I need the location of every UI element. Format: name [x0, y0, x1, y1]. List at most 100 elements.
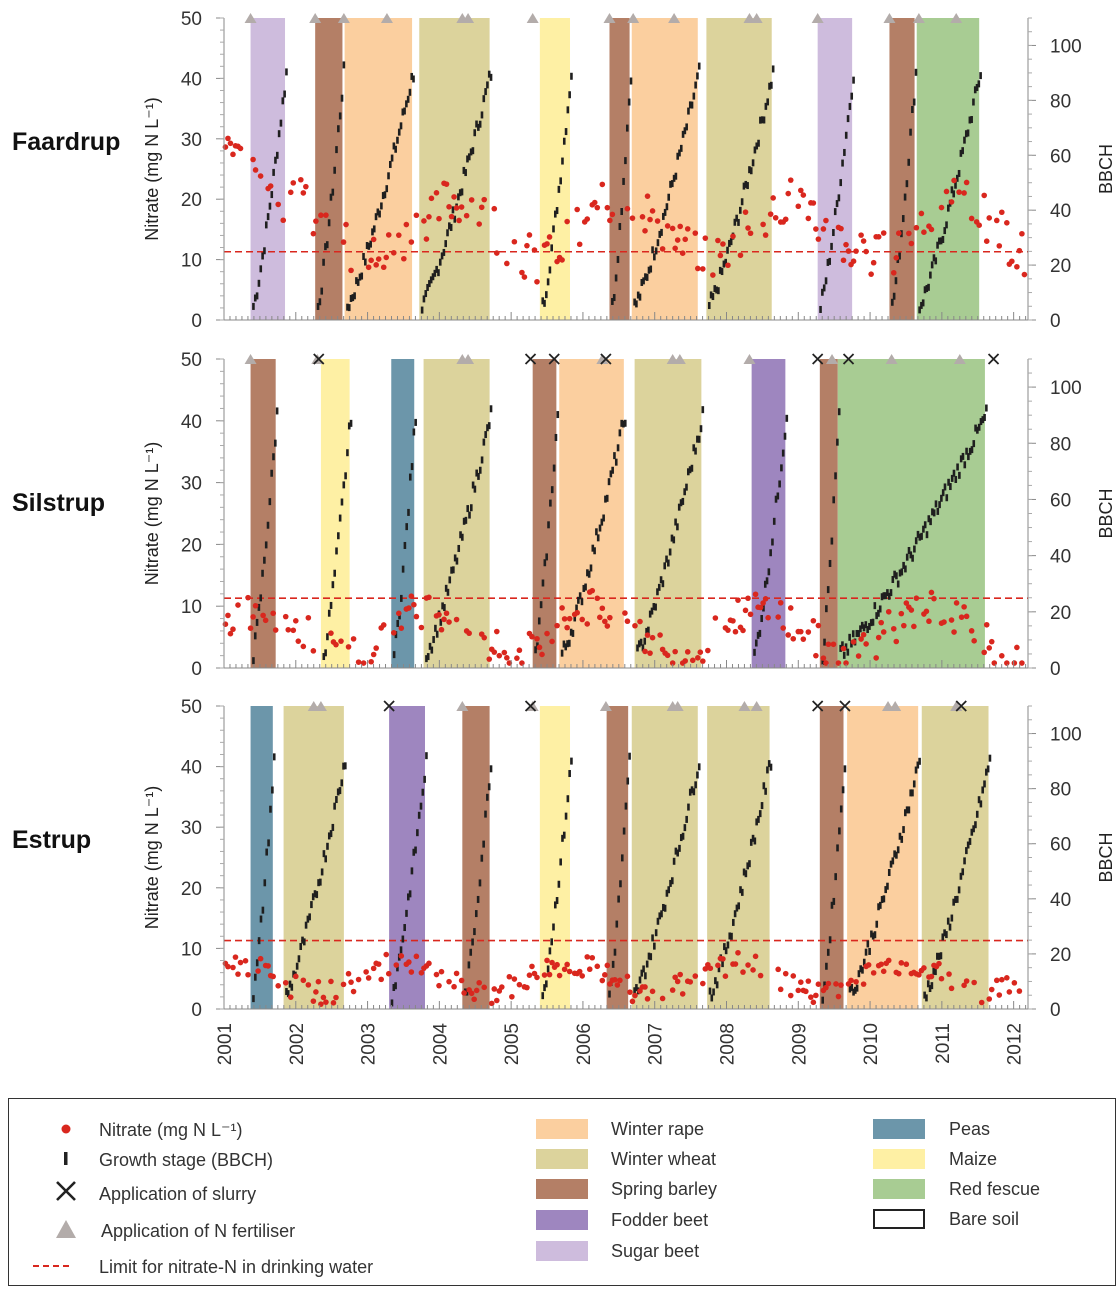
bbch-mark — [275, 151, 279, 159]
fertiliser-marker — [743, 354, 756, 364]
nitrate-point — [951, 629, 957, 635]
nitrate-point — [976, 222, 982, 228]
nitrate-point — [983, 621, 990, 628]
bbch-mark — [715, 981, 719, 989]
bbch-mark — [611, 466, 614, 474]
bbch-mark — [681, 130, 685, 138]
nitrate-point — [441, 616, 447, 623]
nitrate-point — [745, 962, 751, 968]
bbch-mark — [657, 583, 661, 591]
bbch-mark — [577, 596, 580, 604]
bbch-mark — [866, 940, 870, 948]
bbch-mark — [272, 168, 275, 176]
nitrate-point — [554, 258, 560, 265]
bbch-mark — [760, 116, 764, 124]
bbch-mark — [976, 426, 979, 434]
bbch-mark — [266, 213, 270, 221]
nitrate-point — [850, 639, 857, 645]
bbch-mark — [252, 302, 255, 310]
nitrate-point — [310, 648, 317, 654]
bbch-mark — [943, 227, 947, 235]
nitrate-point — [280, 217, 287, 224]
bbch-mark — [387, 172, 390, 180]
bbch-mark — [959, 149, 963, 157]
bbch-mark — [326, 842, 329, 850]
nitrate-point — [524, 984, 530, 991]
y-left-tick-label: 50 — [181, 9, 202, 30]
y-right-tick-label: 40 — [1050, 890, 1071, 911]
bbch-mark — [670, 534, 674, 542]
bbch-mark — [392, 142, 396, 150]
nitrate-point — [398, 625, 405, 631]
bbch-mark — [268, 498, 272, 506]
nitrate-point — [971, 979, 977, 986]
bbch-mark — [771, 65, 775, 73]
bbch-mark — [672, 174, 676, 182]
nitrate-point — [511, 976, 518, 982]
bbch-mark — [688, 466, 692, 474]
bbch-mark — [622, 827, 626, 835]
bbch-mark — [317, 879, 320, 887]
bbch-mark — [306, 915, 310, 923]
bbch-mark — [768, 82, 771, 90]
bbch-mark — [934, 500, 938, 508]
bbch-mark — [635, 300, 638, 308]
nitrate-point — [880, 968, 887, 975]
nitrate-point — [529, 963, 535, 970]
nitrate-point — [295, 638, 302, 644]
nitrate-point — [853, 978, 859, 985]
nitrate-point — [486, 656, 493, 662]
bbch-mark — [444, 240, 448, 248]
nitrate-point — [998, 976, 1005, 983]
nitrate-point — [471, 996, 477, 1003]
fertiliser-marker — [750, 701, 763, 711]
bbch-mark — [696, 771, 699, 779]
nitrate-point — [689, 657, 696, 664]
y-right-tick-label: 0 — [1050, 659, 1061, 680]
nitrate-point — [235, 602, 241, 608]
nitrate-point — [355, 659, 362, 665]
nitrate-point — [898, 960, 905, 966]
nitrate-point — [988, 986, 995, 993]
bbch-mark — [950, 186, 954, 194]
bbch-mark — [618, 429, 622, 437]
crop-band-winter-rape — [631, 18, 698, 320]
y-left-tick-label: 50 — [181, 350, 202, 371]
nitrate-point — [604, 623, 611, 629]
bbch-mark — [709, 291, 713, 299]
bbch-mark — [866, 626, 869, 634]
nitrate-point — [948, 617, 955, 623]
bbch-mark — [478, 879, 482, 887]
nitrate-point — [730, 233, 736, 240]
bbch-mark — [882, 592, 886, 600]
legend-winter-wheat: Winter wheat — [611, 1148, 717, 1169]
bbch-mark — [683, 824, 687, 832]
nitrate-point — [418, 969, 425, 976]
nitrate-point — [225, 963, 231, 970]
nitrate-point — [401, 255, 407, 262]
bbch-mark — [322, 258, 325, 266]
bbch-mark — [614, 274, 618, 282]
nitrate-point — [1004, 974, 1010, 981]
nitrate-point — [993, 217, 1000, 224]
nitrate-point — [516, 981, 523, 988]
bbch-mark — [667, 193, 671, 201]
nitrate-point — [380, 264, 387, 271]
bbch-mark — [979, 800, 983, 808]
bbch-mark — [762, 782, 766, 790]
bbch-mark — [923, 991, 926, 999]
nitrate-point — [443, 181, 450, 187]
x-tick-label: 2002 — [287, 1023, 308, 1065]
bbch-mark — [981, 416, 985, 424]
bbch-mark — [864, 621, 868, 629]
bbch-mark — [904, 565, 907, 573]
bbch-mark — [362, 252, 365, 260]
nitrate-point — [348, 979, 354, 985]
bbch-mark — [923, 286, 927, 294]
nitrate-point — [725, 262, 731, 269]
nitrate-point — [901, 622, 907, 629]
crop-band-winter-wheat — [921, 706, 989, 1009]
bbch-mark — [438, 258, 442, 266]
bbch-mark — [545, 553, 548, 561]
nitrate-point — [370, 651, 377, 658]
